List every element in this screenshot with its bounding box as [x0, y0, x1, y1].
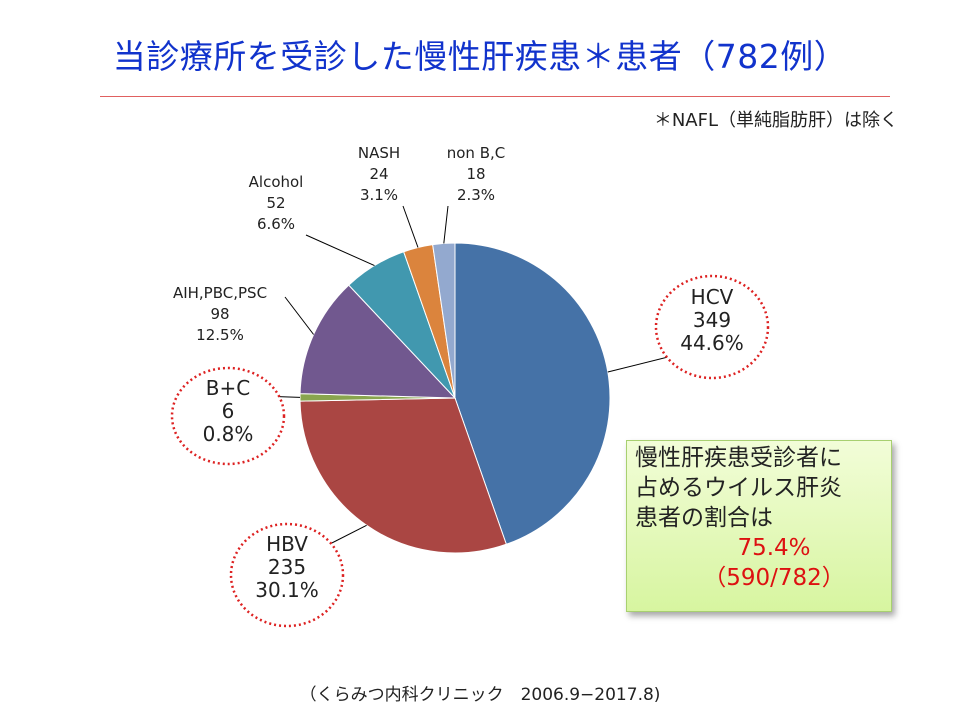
slice-label-percent: 30.1% [255, 578, 319, 602]
summary-line-3: 患者の割合は [635, 505, 773, 531]
highlight-circle [170, 366, 286, 466]
slice-label-name: HBV [266, 532, 308, 556]
slice-label-name: AIH,PBC,PSC [173, 284, 267, 302]
summary-line-2: 占めるウイルス肝炎 [635, 475, 842, 501]
slice-label-value: 349 [693, 308, 731, 332]
highlight-circle [229, 522, 345, 628]
leader-line [443, 205, 449, 244]
leader-line [284, 296, 314, 335]
slice-label-percent: 0.8% [203, 422, 254, 446]
leader-line [305, 234, 375, 267]
slice-label-value: 6 [222, 399, 235, 423]
slice-label-name: B+C [206, 376, 250, 400]
summary-line-1: 慢性肝疾患受診者に [635, 445, 842, 471]
slice-label-value: 98 [210, 305, 229, 323]
title-divider [100, 96, 890, 97]
slice-label-name: HCV [691, 285, 734, 309]
slice-label-percent: 44.6% [680, 331, 744, 355]
slice-label-percent: 6.6% [257, 215, 295, 233]
slice-label-value: 52 [266, 194, 285, 212]
source-credit: （くらみつ内科クリニック 2006.9−2017.8) [299, 685, 661, 705]
summary-box: 慢性肝疾患受診者に 占めるウイルス肝炎 患者の割合は 75.4% （590/78… [626, 440, 892, 612]
summary-percent: 75.4% [737, 535, 811, 561]
slice-label-name: Alcohol [249, 173, 304, 191]
highlight-circle [654, 274, 770, 380]
page-title: 当診療所を受診した慢性肝疾患＊患者（782例） [112, 37, 848, 76]
slice-label-percent: 2.3% [457, 186, 495, 204]
slice-label-name: NASH [358, 144, 400, 162]
slice-label-value: 235 [268, 555, 306, 579]
slice-label-value: 24 [369, 165, 388, 183]
pie-slice-hbv [299, 397, 507, 554]
slice-label-percent: 3.1% [360, 186, 398, 204]
pie-slice-aih-pbc-psc [299, 284, 457, 399]
summary-fraction: （590/782） [703, 565, 845, 591]
slice-label-percent: 12.5% [196, 326, 244, 344]
leader-line [402, 205, 419, 248]
exclusion-note: ＊NAFL（単純脂肪肝）は除く [653, 110, 898, 131]
slice-label-value: 18 [466, 165, 485, 183]
slice-label-name: non B,C [447, 144, 506, 162]
pie-slice-non-b-c [432, 242, 456, 399]
